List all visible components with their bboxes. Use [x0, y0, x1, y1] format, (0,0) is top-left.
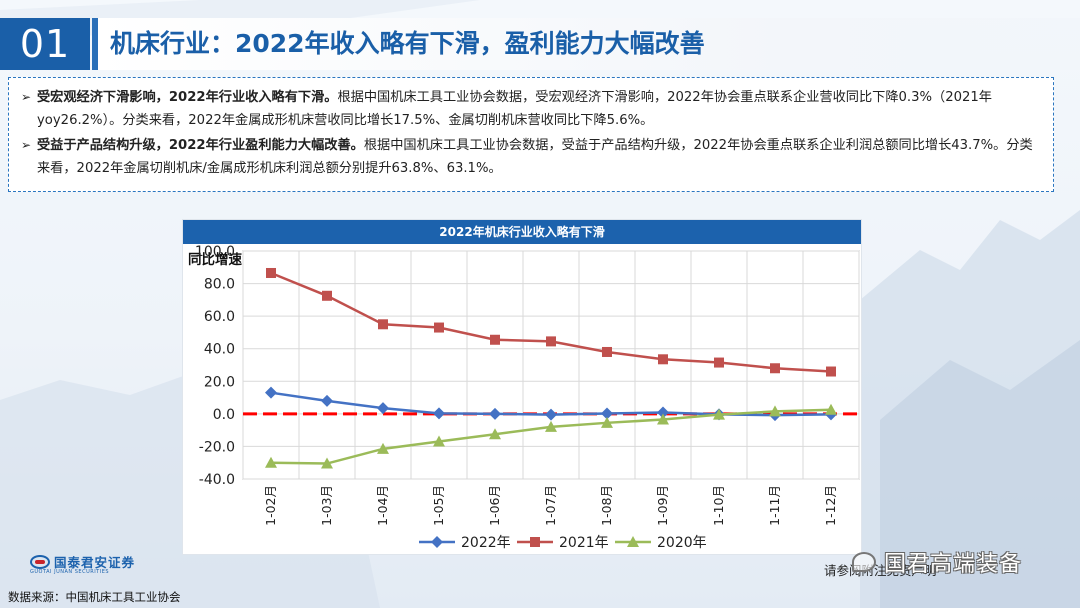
data-point [713, 408, 725, 420]
x-tick-label: 1-07月 [543, 485, 558, 526]
data-point [770, 363, 780, 374]
data-point [545, 420, 557, 432]
legend-label: 2020年 [657, 535, 707, 551]
watermark: 国君高端装备 [852, 546, 1022, 578]
chart-title: 2022年机床行业收入略有下滑 [183, 220, 861, 244]
logo-icon [30, 554, 50, 569]
x-tick-label: 1-11月 [767, 485, 782, 526]
y-tick-label: 60.0 [204, 309, 235, 325]
data-point [601, 407, 613, 420]
data-point [826, 366, 836, 377]
x-tick-label: 1-12月 [823, 485, 838, 526]
title-bar [92, 18, 1080, 70]
y-tick-label: -40.0 [199, 472, 235, 488]
legend-label: 2022年 [461, 535, 511, 551]
x-tick-label: 1-09月 [655, 485, 670, 526]
legend-label: 2021年 [559, 535, 609, 551]
data-point [601, 416, 613, 428]
x-tick-label: 1-05月 [431, 485, 446, 526]
bullet-text: 根据中国机床工具工业协会数据，受益于产品结构升级，2022年协会重点联系企业利润… [37, 138, 1033, 176]
data-point [489, 428, 501, 440]
y-tick-label: 100.0 [195, 244, 235, 260]
chart-container: 2022年机床行业收入略有下滑 同比增速% 100.0 80.0 60.0 40.0 2… [182, 219, 862, 555]
y-axis-label: 同比增速% [188, 252, 256, 268]
bullet-arrow-icon: ➢ [21, 90, 32, 104]
bullet-text: 根据中国机床工具工业协会数据，受宏观经济下滑影响，2022年协会重点联系企业营收… [37, 90, 992, 128]
bullet-heading: 受宏观经济下滑影响，2022年行业收入略有下滑。 [37, 90, 338, 105]
data-point [377, 442, 389, 454]
summary-box: ➢ 受宏观经济下滑影响，2022年行业收入略有下滑。根据中国机床工具工业协会数据… [8, 77, 1054, 192]
bullet-item: ➢ 受宏观经济下滑影响，2022年行业收入略有下滑。根据中国机床工具工业协会数据… [21, 86, 1043, 132]
data-source: 数据来源：中国机床工具工业协会 [8, 590, 181, 604]
legend-marker [431, 536, 443, 548]
x-tick-label: 1-10月 [711, 485, 726, 526]
x-tick-label: 1-03月 [319, 485, 334, 526]
data-point [321, 457, 333, 469]
y-tick-label: 80.0 [204, 277, 235, 293]
line-chart: 100.0 80.0 60.0 40.0 20.0 0.0 -20.0 -40.0 1-02月 1… [195, 244, 860, 551]
x-tick-label: 1-08月 [599, 485, 614, 526]
data-point [658, 354, 668, 365]
data-point [378, 319, 388, 330]
data-point [265, 456, 277, 468]
logo-name: 国泰君安证券 [54, 555, 136, 570]
data-point [265, 386, 277, 399]
legend-marker [627, 536, 639, 547]
data-point [322, 290, 332, 301]
data-point [546, 336, 556, 347]
data-point [714, 357, 724, 368]
data-point [489, 407, 501, 420]
data-point [266, 267, 276, 278]
y-tick-label: 20.0 [204, 374, 235, 390]
bullet-arrow-icon: ➢ [21, 138, 32, 152]
page-title: 机床行业：2022年收入略有下滑，盈利能力大幅改善 [110, 29, 705, 58]
data-point [321, 394, 333, 407]
y-tick-label: 40.0 [204, 342, 235, 358]
data-point [490, 334, 500, 345]
bullet-item: ➢ 受益于产品结构升级，2022年行业盈利能力大幅改善。根据中国机床工具工业协会… [21, 134, 1043, 180]
bullet-heading: 受益于产品结构升级，2022年行业盈利能力大幅改善。 [37, 138, 364, 153]
data-point [377, 402, 389, 415]
company-logo: 国泰君安证券 [30, 552, 135, 571]
legend-marker [530, 537, 540, 547]
y-tick-label: 0.0 [213, 407, 235, 423]
data-point [769, 405, 781, 417]
wechat-icon [852, 552, 876, 572]
data-point [434, 322, 444, 333]
data-point [433, 407, 445, 420]
logo-english: GUOTAI JUNAN SECURITIES [30, 569, 110, 575]
data-point [545, 408, 557, 421]
section-number: 01 [0, 18, 90, 70]
plot-area [242, 250, 860, 480]
x-tick-label: 1-02月 [263, 485, 278, 526]
x-tick-label: 1-04月 [375, 485, 390, 526]
title-accent-bar [92, 18, 98, 70]
x-tick-label: 1-06月 [487, 485, 502, 526]
y-tick-label: -20.0 [199, 439, 235, 455]
data-point [657, 413, 669, 425]
data-point [825, 403, 837, 415]
data-point [602, 346, 612, 357]
data-point [433, 435, 445, 447]
watermark-text: 国君高端装备 [884, 552, 1023, 577]
data-point [657, 406, 669, 419]
